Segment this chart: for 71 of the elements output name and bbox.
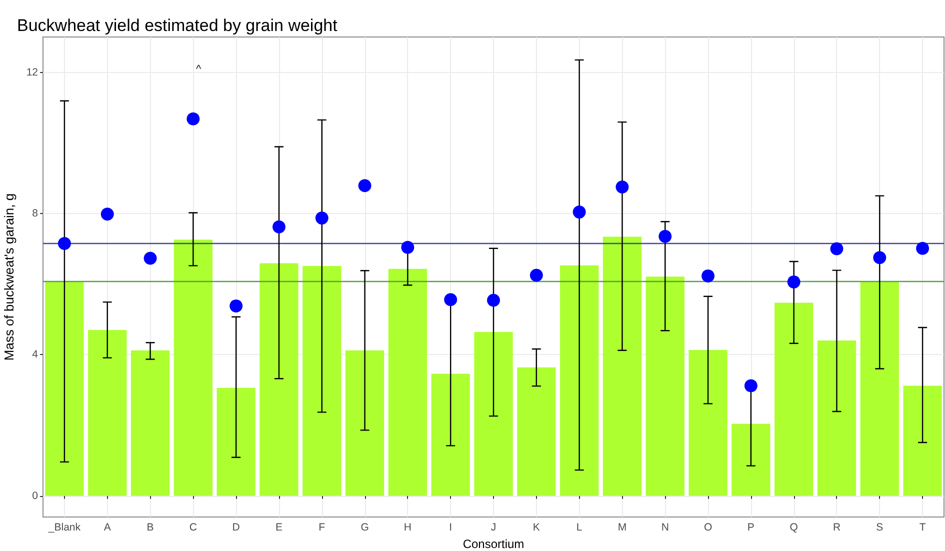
bar — [174, 240, 212, 496]
bar — [602, 236, 642, 496]
x-tick-label: G — [360, 522, 369, 534]
bar — [560, 265, 599, 496]
x-tick-label: R — [832, 522, 841, 534]
bar — [302, 266, 342, 496]
bar — [216, 388, 256, 496]
bar — [388, 268, 427, 496]
x-tick-label: C — [189, 522, 198, 534]
x-tick-label: N — [661, 522, 669, 534]
y-tick-label: 4 — [32, 348, 38, 361]
x-tick-label: M — [618, 522, 627, 534]
bar — [517, 367, 556, 496]
point — [830, 242, 844, 256]
point — [572, 206, 586, 219]
point — [744, 379, 758, 392]
bar — [688, 350, 728, 496]
bar — [860, 281, 899, 496]
point — [702, 269, 715, 282]
point — [530, 268, 543, 282]
x-tick-label: _Blank — [47, 522, 82, 534]
x-tick-label: K — [532, 522, 540, 534]
point — [916, 242, 930, 255]
x-tick-label: D — [232, 522, 240, 534]
x-tick-label: E — [275, 522, 282, 534]
bar — [88, 330, 127, 496]
x-tick-label: A — [104, 522, 111, 534]
x-tick-label: H — [404, 522, 412, 534]
point — [873, 251, 886, 264]
x-tick-label: B — [146, 522, 154, 534]
x-tick-label: O — [704, 522, 712, 534]
bar — [817, 340, 856, 496]
bar — [903, 386, 942, 496]
x-tick-label: Q — [790, 522, 798, 534]
point — [230, 299, 243, 312]
bar — [431, 374, 470, 496]
bar — [774, 302, 814, 496]
x-tick-label: I — [449, 522, 452, 534]
point — [401, 240, 414, 254]
point — [272, 220, 286, 234]
bar — [732, 424, 770, 496]
x-axis-title: Consortium — [462, 536, 524, 551]
y-axis-title: Mass of buckweat's garain, g — [1, 193, 16, 361]
x-tick-label: J — [490, 522, 496, 534]
point — [487, 294, 500, 307]
bar — [646, 276, 684, 496]
chart-title: Buckwheat yield estimated by grain weight — [17, 16, 338, 35]
point — [616, 180, 629, 194]
bar — [130, 350, 170, 496]
y-tick-label: 12 — [26, 66, 38, 78]
point — [186, 112, 200, 126]
bar — [345, 350, 384, 496]
point — [358, 179, 372, 192]
x-tick-label: S — [876, 522, 884, 534]
x-tick-label: P — [747, 522, 754, 534]
point — [787, 275, 800, 288]
annotation: ^ — [196, 64, 202, 76]
x-tick-label: F — [318, 522, 326, 534]
point — [444, 293, 458, 306]
point — [100, 208, 114, 221]
x-tick-label: L — [576, 522, 582, 534]
bar — [260, 263, 298, 496]
point — [315, 212, 328, 225]
point — [144, 252, 157, 265]
x-tick-label: T — [919, 522, 926, 534]
bar — [474, 332, 513, 496]
bar — [45, 281, 84, 496]
y-tick-label: 8 — [32, 207, 38, 220]
y-tick-label: 0 — [32, 490, 38, 502]
point — [658, 230, 672, 243]
point — [58, 236, 71, 250]
